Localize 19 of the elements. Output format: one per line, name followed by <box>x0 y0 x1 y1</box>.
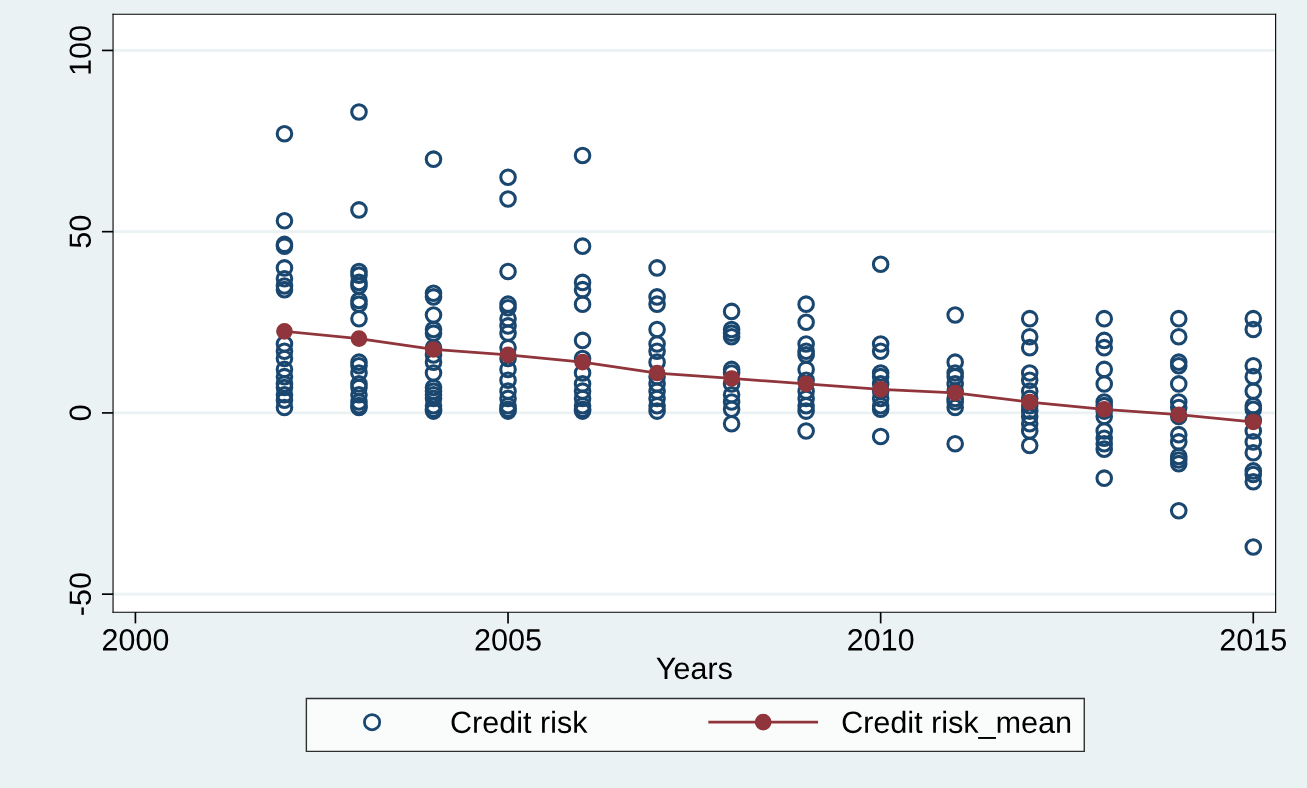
x-tick-label: 2005 <box>475 629 541 651</box>
point <box>723 370 740 387</box>
point <box>648 364 666 382</box>
x-tick-label: 2015 <box>1220 629 1286 651</box>
legend-label: Credit risk <box>451 710 588 734</box>
x-tick-label: 2010 <box>848 629 914 651</box>
point <box>1021 393 1039 411</box>
point <box>276 323 293 340</box>
y-tick-label: 0 <box>69 405 92 421</box>
x-tick-label: 2000 <box>102 629 169 651</box>
legend-label: Credit risk_mean <box>842 710 1071 739</box>
x-axis-title: Years <box>656 657 732 680</box>
point <box>574 353 591 371</box>
y-tick-label: 50 <box>69 215 92 248</box>
point <box>499 346 517 364</box>
point <box>350 330 368 347</box>
y-tick-label: -50 <box>69 573 92 615</box>
point <box>797 375 815 393</box>
y-tick-label: 100 <box>69 26 92 74</box>
